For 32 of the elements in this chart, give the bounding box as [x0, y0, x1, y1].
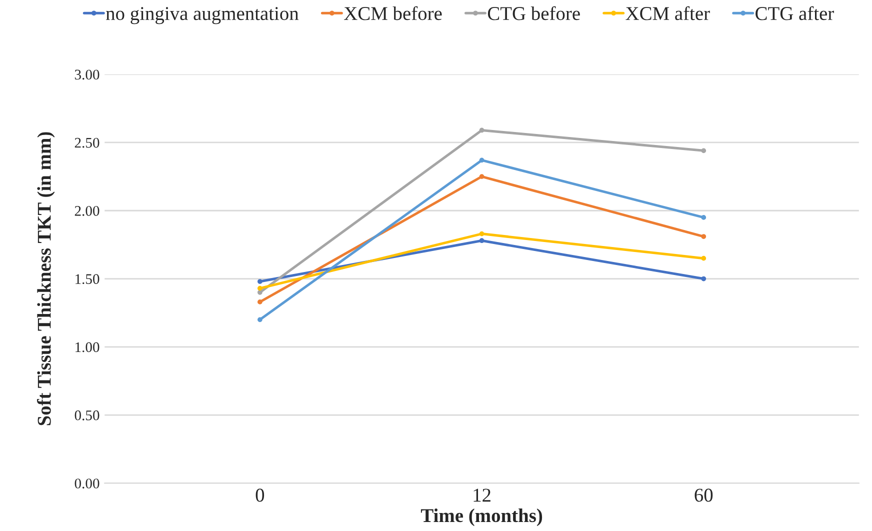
point	[479, 174, 484, 179]
y-tick-label: 1.00	[76, 342, 100, 352]
legend-label: CTG before	[488, 6, 580, 20]
point	[479, 158, 484, 163]
point	[258, 300, 262, 304]
point	[258, 279, 262, 284]
point	[701, 256, 706, 261]
y-tick-label: 2.00	[74, 206, 100, 216]
legend-label: no gingiva augmentation	[106, 7, 299, 24]
point	[701, 276, 706, 282]
x-tick-label: 0	[256, 488, 264, 502]
y-axis-title: Soft Tissue Thickness TKT (in mm)	[36, 132, 55, 426]
point	[701, 234, 706, 239]
point	[258, 317, 262, 322]
x-tick-label: 12	[474, 488, 490, 502]
point	[701, 215, 706, 220]
legend-label: CTG after	[756, 6, 834, 20]
y-tick-label: 0.00	[74, 478, 100, 488]
legend-label: XCM before	[344, 6, 442, 20]
point	[258, 286, 262, 291]
legend-label: XCM after	[626, 6, 710, 20]
y-tick-label: 2.50	[74, 138, 100, 148]
y-tick-label: 3.00	[74, 70, 100, 80]
y-tick-label: 0.50	[74, 410, 100, 420]
point	[701, 148, 706, 154]
point	[479, 231, 484, 236]
point	[479, 128, 484, 133]
y-tick-label: 1.50	[76, 274, 100, 284]
x-tick-label: 60	[694, 488, 713, 502]
point	[258, 290, 262, 295]
x-axis-title: Time (months)	[420, 508, 542, 526]
point	[479, 238, 484, 244]
